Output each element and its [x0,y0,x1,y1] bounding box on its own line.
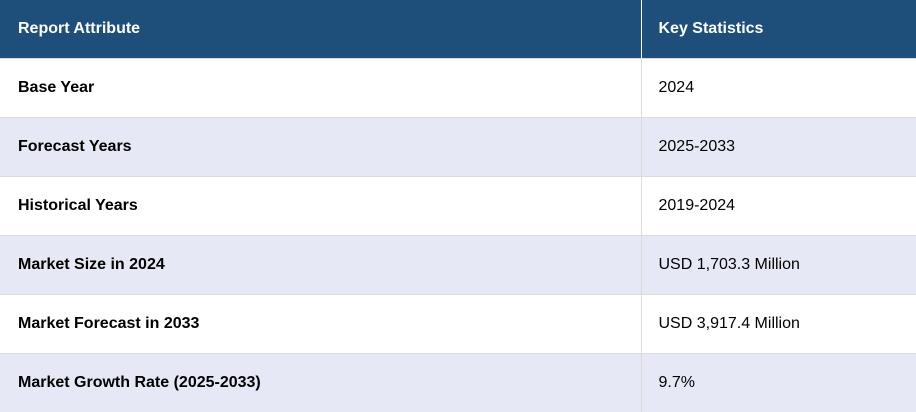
value-cell: 2019-2024 [641,175,916,235]
header-row: Report Attribute Key Statistics [0,0,916,58]
value-cell: 2025-2033 [641,116,916,176]
table-row: Market Forecast in 2033 USD 3,917.4 Mill… [0,293,916,353]
header-report-attribute: Report Attribute [0,0,642,58]
attribute-cell: Forecast Years [0,116,642,176]
value-cell: 9.7% [641,352,916,412]
value-cell: USD 1,703.3 Million [641,234,916,294]
table-body: Base Year 2024 Forecast Years 2025-2033 … [0,57,916,412]
attribute-cell: Market Size in 2024 [0,234,642,294]
table-row: Forecast Years 2025-2033 [0,116,916,176]
attribute-cell: Base Year [0,57,642,117]
value-cell: 2024 [641,57,916,117]
table-row: Historical Years 2019-2024 [0,175,916,235]
table-row: Market Size in 2024 USD 1,703.3 Million [0,234,916,294]
value-cell: USD 3,917.4 Million [641,293,916,353]
attribute-cell: Market Forecast in 2033 [0,293,642,353]
attribute-cell: Market Growth Rate (2025-2033) [0,352,642,412]
header-key-statistics: Key Statistics [641,0,916,58]
table-row: Base Year 2024 [0,57,916,117]
table-row: Market Growth Rate (2025-2033) 9.7% [0,352,916,412]
table-header: Report Attribute Key Statistics [0,0,916,58]
attribute-cell: Historical Years [0,175,642,235]
